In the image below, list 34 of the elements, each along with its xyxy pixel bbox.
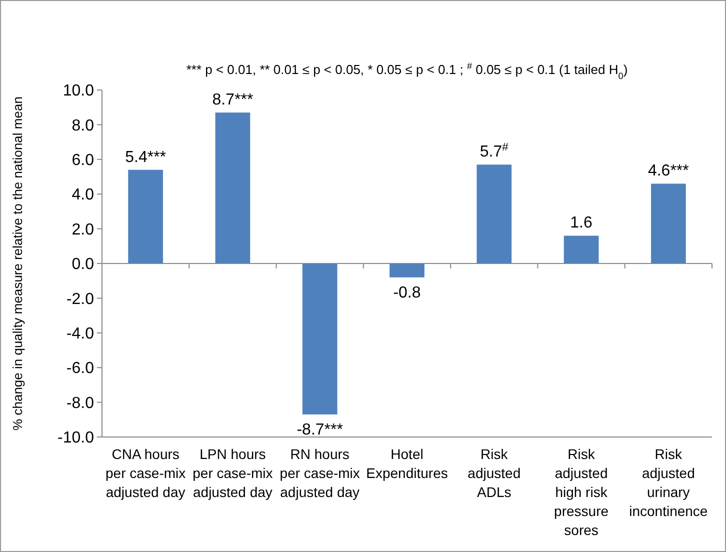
- bar: [128, 170, 163, 264]
- data-label: 1.6: [570, 214, 593, 232]
- bar: [302, 264, 338, 414]
- x-tick-label: Hotel Expenditures: [366, 446, 448, 481]
- x-tick-label: RN hours per case-mix adjusted day: [280, 446, 360, 500]
- data-label: 4.6***: [648, 162, 689, 180]
- y-tick-label: -8.0: [66, 394, 94, 412]
- y-tick-label: -2.0: [66, 290, 94, 308]
- x-tick-label: LPN hours per case-mix adjusted day: [192, 446, 273, 500]
- data-label: 5.7$^{#}$: [480, 142, 510, 161]
- y-tick-label: -6.0: [66, 360, 94, 378]
- data-label: 5.4***: [125, 148, 166, 166]
- bar: [476, 164, 512, 264]
- x-tick-label: CNA hours per case-mix adjusted day: [106, 446, 186, 500]
- bar: [651, 184, 686, 264]
- y-tick-label: -4.0: [66, 326, 94, 342]
- text: *** p < 0.01, ** 0.01 ≤ p < 0.05, * 0.05 ≤ p < 0.1 ; $^{#}$ 0.05 ≤ p < 0.1 (1 tailed H$_{0}$): [186, 61, 628, 81]
- data-label: -8.7***: [296, 421, 343, 438]
- y-tick-label: 0.0: [72, 256, 94, 274]
- y-tick-label: 4.0: [72, 186, 94, 204]
- y-tick-label: 2.0: [72, 221, 94, 238]
- x-tick-label: Risk adjusted high risk pressure sores: [554, 446, 609, 538]
- y-tick-label: 10.0: [62, 82, 94, 100]
- x-tick-label: Risk adjusted urinary incontinence: [629, 446, 708, 519]
- data-label: -0.8: [393, 284, 421, 302]
- y-tick-label: 6.0: [72, 152, 94, 169]
- bar: [564, 236, 599, 264]
- bar: [215, 112, 250, 264]
- bar: [390, 264, 424, 278]
- data-label: 8.7***: [212, 92, 254, 109]
- y-axis-title: % change in quality measure relative to the national mean: [10, 96, 25, 430]
- x-tick-label: Risk adjusted ADLs: [468, 446, 521, 500]
- y-tick-label: -10.0: [58, 430, 94, 447]
- y-tick-label: 8.0: [72, 117, 94, 134]
